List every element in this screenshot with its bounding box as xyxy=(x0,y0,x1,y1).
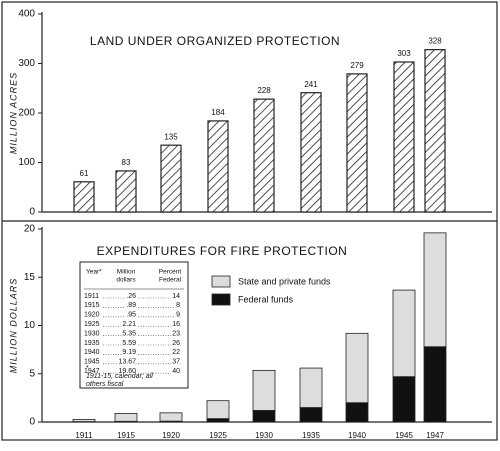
x-tick-label: 1930 xyxy=(255,431,273,440)
data-label: 303 xyxy=(397,49,411,58)
data-label: 135 xyxy=(164,132,178,141)
table-cell: 1925 xyxy=(84,321,100,328)
inset-table-frame xyxy=(79,261,189,389)
bar xyxy=(207,120,229,213)
bar xyxy=(115,170,137,213)
bar-segment xyxy=(206,400,230,420)
table-cell: 14 xyxy=(172,293,180,300)
legend-label: State and private funds xyxy=(238,276,331,286)
table-cell: 1935 xyxy=(84,340,100,347)
table-header: Year* xyxy=(86,269,102,276)
y-tick-label: 100 xyxy=(18,157,35,168)
table-cell: 9 xyxy=(176,312,180,319)
bar-segment xyxy=(299,367,323,408)
bar xyxy=(160,144,182,213)
table-cell: 8 xyxy=(176,302,180,309)
x-tick-label: 1915 xyxy=(117,431,135,440)
table-cell: .89 xyxy=(126,302,136,309)
bar-segment xyxy=(392,376,416,423)
legend-swatch xyxy=(211,293,231,306)
table-cell: 1940 xyxy=(84,349,100,356)
table-cell: 22 xyxy=(172,349,180,356)
table-footnote: others fiscal xyxy=(86,381,124,388)
y-tick-label: 200 xyxy=(18,108,35,119)
y-axis-label: MILLION ACRES xyxy=(8,72,18,154)
bar-segment xyxy=(252,369,276,411)
x-tick-label: 1945 xyxy=(395,431,413,440)
bar xyxy=(424,49,446,213)
bar xyxy=(300,92,322,213)
table-cell: 1930 xyxy=(84,330,100,337)
data-label: 279 xyxy=(350,61,364,70)
table-footnote: 1911-15, calendar; all xyxy=(86,373,153,380)
bar xyxy=(73,181,95,213)
table-cell: 26 xyxy=(172,340,180,347)
table-cell: 1915 xyxy=(84,302,100,309)
table-footnote: * xyxy=(86,365,89,372)
bar-segment xyxy=(345,402,369,423)
bar-segment xyxy=(159,412,183,422)
data-label: 83 xyxy=(122,158,131,167)
table-cell: .26 xyxy=(126,293,136,300)
table-cell: 2.21 xyxy=(122,321,136,328)
chart-title: EXPENDITURES FOR FIRE PROTECTION xyxy=(97,244,348,258)
table-cell: 37 xyxy=(172,359,180,366)
table-cell: 19.60 xyxy=(118,368,136,375)
y-tick-label: 20 xyxy=(24,224,36,235)
table-cell: 1911 xyxy=(84,293,99,300)
table-header: Federal xyxy=(159,277,182,284)
bar-segment xyxy=(114,413,138,422)
table-cell: 9.19 xyxy=(122,349,136,356)
table-header: Million xyxy=(117,269,136,276)
table-cell: 13.67 xyxy=(118,359,136,366)
table-cell: 1945 xyxy=(84,359,100,366)
y-tick-label: 0 xyxy=(29,417,35,428)
y-tick-label: 400 xyxy=(18,9,35,20)
bar-segment xyxy=(423,232,447,348)
bar-segment xyxy=(299,407,323,423)
data-label: 328 xyxy=(428,37,442,46)
bar xyxy=(393,61,415,213)
x-tick-label: 1925 xyxy=(209,431,227,440)
table-cell: 1947 xyxy=(84,368,100,375)
y-axis-label: MILLION DOLLARS xyxy=(8,278,18,374)
legend-label: Federal funds xyxy=(238,294,294,304)
bar-segment xyxy=(206,418,230,423)
bar-segment xyxy=(72,419,96,423)
x-tick-label: 1935 xyxy=(302,431,320,440)
table-cell: 23 xyxy=(172,330,180,337)
table-cell: 16 xyxy=(172,321,180,328)
bar-segment xyxy=(423,346,447,423)
table-cell: 1920 xyxy=(84,312,100,319)
data-label: 61 xyxy=(80,169,89,178)
legend-swatch xyxy=(211,275,231,288)
x-tick-label: 1947 xyxy=(426,431,444,440)
y-tick-label: 5 xyxy=(29,368,35,379)
y-tick-label: 300 xyxy=(18,58,35,69)
y-tick-label: 15 xyxy=(24,272,36,283)
x-tick-label: 1911 xyxy=(75,431,93,440)
data-label: 241 xyxy=(304,80,318,89)
table-cell: 40 xyxy=(172,368,180,375)
table-cell: 5.35 xyxy=(122,330,136,337)
y-tick-label: 0 xyxy=(29,207,35,218)
bar xyxy=(253,98,275,213)
table-cell: .95 xyxy=(126,312,136,319)
table-header: Percent xyxy=(159,269,182,276)
y-tick-label: 10 xyxy=(24,320,36,331)
bar-segment xyxy=(392,289,416,378)
table-cell: 5.59 xyxy=(122,340,136,347)
data-label: 184 xyxy=(211,108,225,117)
data-label: 228 xyxy=(257,86,271,95)
x-tick-label: 1920 xyxy=(162,431,180,440)
bar-segment xyxy=(345,332,369,404)
x-tick-label: 1940 xyxy=(348,431,366,440)
table-header: dollars xyxy=(116,277,136,284)
bar-segment xyxy=(252,410,276,423)
bar xyxy=(346,73,368,213)
chart-title: LAND UNDER ORGANIZED PROTECTION xyxy=(90,34,340,48)
